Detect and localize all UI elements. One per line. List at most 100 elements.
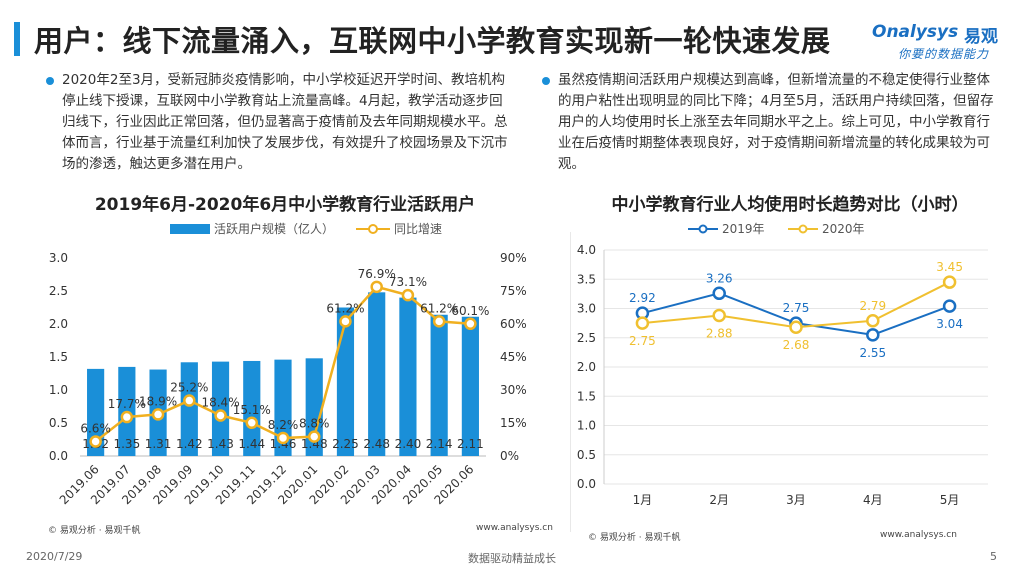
series-2020-value-label: 2.68 [783,338,810,352]
footer-page-number: 5 [990,550,997,563]
growth-point [183,394,196,407]
series-2020-value-label: 2.79 [859,299,886,313]
series-2019-value-label: 3.04 [936,317,963,331]
bar [368,292,386,456]
legend-2019-marker [698,224,708,234]
growth-point [464,317,477,331]
legend-bar-swatch [170,224,210,234]
chart2-source: © 易观分析 · 易观千帆 [588,533,681,543]
y-tick-label: 4.0 [577,243,596,257]
growth-value-label: 73.1% [389,275,427,289]
growth-point [89,435,102,448]
bullet-left-text: 2020年2至3月，受新冠肺炎疫情影响，中小学校延迟开学时间、教培机构停止线下授… [62,72,508,172]
y-right-tick-label: 30% [500,383,527,397]
growth-point [370,280,383,294]
bar [336,307,355,456]
usage-duration-chart: 2019年 2020年 0.0 0.5 1.0 1.5 2.0 2.5 3.0 3.5 4.0 1月 2… [577,222,988,507]
series-2020-point [866,314,880,328]
growth-value-label: 6.6% [80,421,111,435]
y-tick-label: 0.0 [577,477,596,491]
growth-point [339,315,352,328]
bar-value-label: 2.48 [363,437,390,451]
y-tick-label: 3.5 [577,272,596,286]
legend-2020-marker [798,224,808,234]
y-left-tick-label: 1.0 [49,383,68,397]
growth-value-label: 60.1% [451,304,489,318]
legend-line-marker [368,224,378,234]
bar [430,314,448,456]
series-2020-value-label: 2.75 [629,334,656,348]
series-2019-value-label: 2.55 [859,346,886,360]
y-right-tick-label: 75% [500,284,527,298]
bar-value-label: 2.14 [426,437,453,451]
growth-point [120,410,134,424]
bar-value-label: 2.40 [395,437,422,451]
legend-2020-label: 2020年 [822,222,865,236]
growth-value-label: 61.2% [326,301,364,315]
growth-value-label: 25.2% [170,381,208,395]
chart1-site: www.analysys.cn [476,523,553,533]
y-tick-label: 1.5 [577,389,596,403]
legend-line-label: 同比增速 [394,222,442,236]
growth-value-label: 15.1% [233,403,271,417]
logo-text-en: Onalysys [872,22,959,42]
series-2019-value-label: 2.92 [629,291,656,305]
y-left-tick-label: 3.0 [49,251,68,265]
series-2020-point [789,320,803,334]
logo-slogan: 你要的数据能力 [898,47,990,61]
bar [243,360,261,456]
footer-date: 2020/7/29 [26,550,83,563]
bar [180,362,198,456]
x-tick-label: 5月 [940,493,960,507]
bar-value-label: 1.43 [207,437,234,451]
y-left-tick-label: 2.0 [49,317,68,331]
series-2019-value-label: 3.26 [706,271,733,285]
growth-value-label: 18.4% [201,396,239,410]
legend-2019-label: 2019年 [722,222,765,236]
growth-point [307,430,321,443]
chart-divider [570,232,571,532]
bar-value-label: 1.44 [238,437,265,451]
footer-slogan: 数据驱动精益成长 [468,552,556,565]
bar-value-label: 1.31 [145,437,172,451]
series-2020-value-label: 2.88 [706,327,733,341]
y-right-tick-label: 90% [500,251,527,265]
title-accent-bar [14,22,20,56]
growth-point [151,408,165,421]
y-right-tick-label: 45% [500,350,527,364]
series-2020-point [712,308,726,323]
growth-value-label: 61.2% [420,301,458,315]
x-tick-label: 3月 [786,493,806,507]
y-tick-label: 3.0 [577,302,596,316]
series-2019-point [866,328,880,342]
y-tick-label: 1.0 [577,419,596,433]
bar [305,358,323,456]
series-2019-point [712,286,726,301]
bar-value-label: 1.35 [113,437,140,451]
chart1-title: 2019年6月-2020年6月中小学教育行业活跃用户 [94,195,476,215]
bar-value-label: 1.42 [176,437,203,451]
series-2019-value-label: 2.75 [783,301,810,315]
bar-value-label: 2.11 [457,437,484,451]
bar [461,316,479,456]
analysys-logo: Onalysys 易观 你要的数据能力 [872,22,1022,66]
growth-point [245,416,259,430]
chart2-site: www.analysys.cn [880,530,957,540]
growth-point [432,315,446,328]
bar [274,359,292,456]
growth-value-label: 18.9% [139,394,177,408]
x-tick-label: 4月 [863,493,883,507]
growth-value-label: 17.7% [108,397,146,411]
series-2019-point [942,299,957,313]
bar [87,368,105,456]
y-tick-label: 2.5 [577,331,596,345]
y-left-tick-label: 2.5 [49,284,68,298]
y-left-tick-label: 1.5 [49,350,68,364]
y-tick-label: 2.0 [577,360,596,374]
bar [211,361,230,456]
x-tick-label: 1月 [633,493,653,507]
growth-point [276,431,290,445]
chart2-title: 中小学教育行业人均使用时长趋势对比（小时） [611,195,969,215]
y-tick-label: 0.5 [577,448,596,462]
chart1-source: © 易观分析 · 易观千帆 [48,526,141,536]
